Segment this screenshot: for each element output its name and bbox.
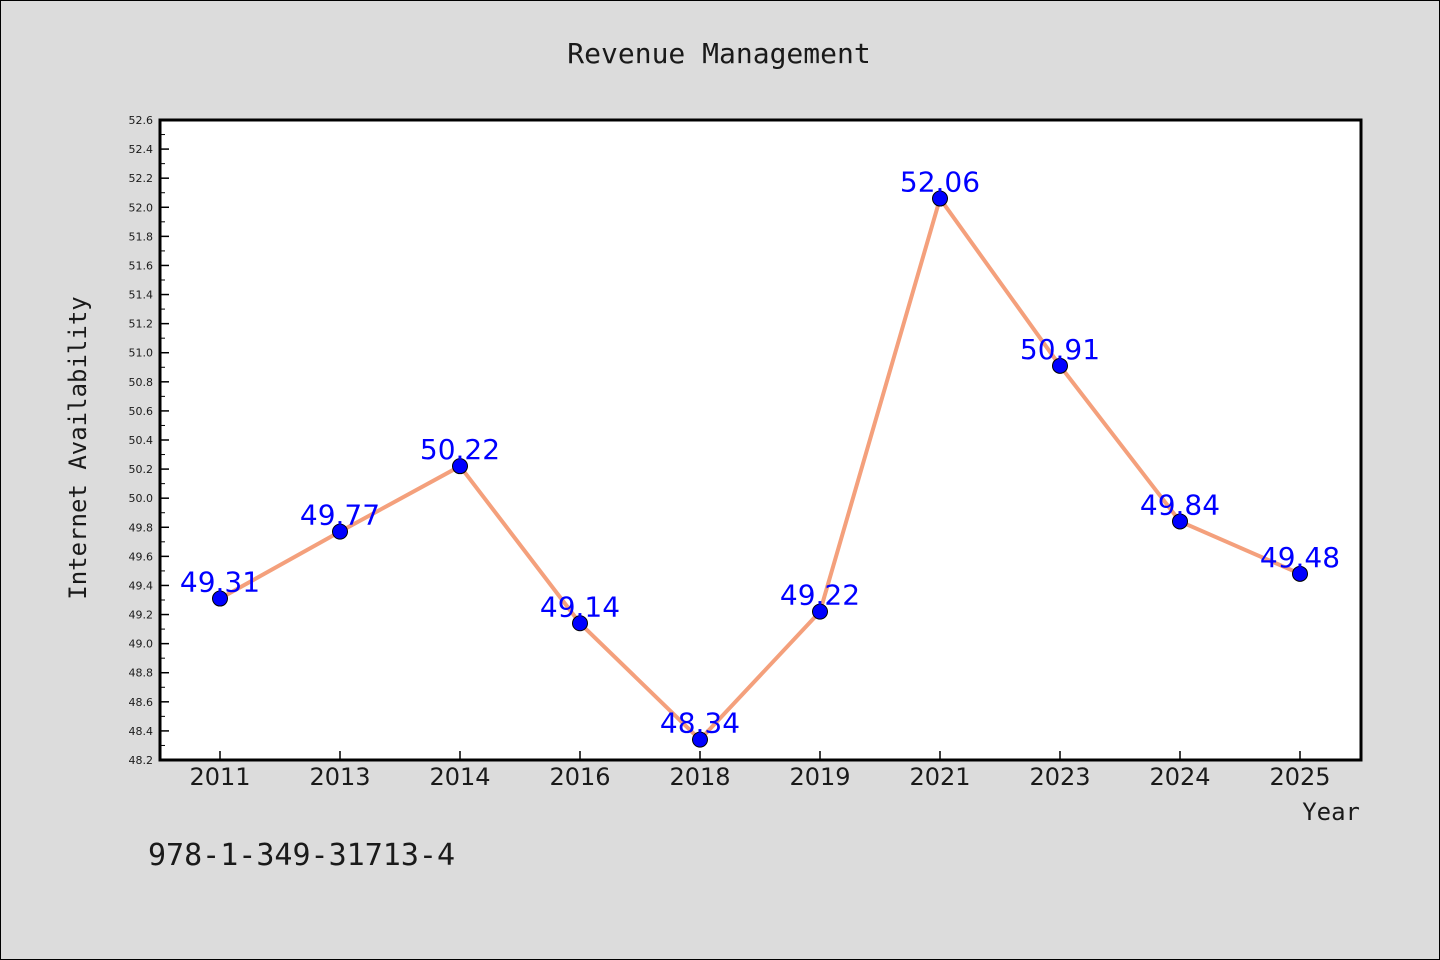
data-label: 49.77	[300, 499, 380, 532]
y-tick-label: 52.0	[129, 201, 154, 214]
x-tick-label: 2016	[549, 763, 610, 791]
chart-title: Revenue Management	[567, 37, 870, 70]
data-point	[572, 615, 588, 632]
data-label: 49.22	[780, 579, 860, 612]
y-tick-label: 50.0	[129, 492, 154, 505]
plot-area	[158, 118, 1363, 762]
y-tick-label: 48.8	[129, 667, 154, 680]
data-label: 50.91	[1020, 333, 1100, 366]
series-line	[219, 196, 1301, 742]
data-point	[452, 458, 468, 475]
y-tick-label: 48.2	[129, 754, 154, 767]
data-label: 48.34	[660, 707, 740, 740]
x-tick-label: 2023	[1029, 763, 1090, 791]
data-label: 49.84	[1140, 488, 1220, 521]
y-tick-label: 50.2	[129, 463, 154, 476]
data-label: 50.22	[420, 433, 500, 466]
data-point	[1292, 565, 1308, 582]
data-points	[212, 190, 1308, 748]
y-axis-title: Internet Availability	[64, 296, 92, 599]
y-tick-label: 52.6	[129, 114, 154, 127]
y-tick-label: 50.4	[129, 434, 154, 447]
y-tick-label: 48.4	[129, 725, 154, 738]
y-tick-label: 49.0	[129, 638, 154, 651]
data-label: 52.06	[900, 166, 980, 199]
data-labels: 49.31 49.77 50.22 49.14 48.34 49.22 52.06 50.91…	[180, 166, 1340, 740]
y-tick-label: 50.8	[129, 376, 154, 389]
data-label: 49.48	[1260, 541, 1340, 574]
data-point	[812, 603, 828, 620]
y-tick-label: 50.6	[129, 405, 154, 418]
y-tick-label: 52.4	[129, 143, 154, 156]
data-label: 49.31	[180, 566, 260, 599]
y-tick-label: 51.0	[129, 347, 154, 360]
footer-identifier: 978-1-349-31713-4	[148, 838, 455, 873]
x-tick-label: 2018	[669, 763, 730, 791]
y-tick-label: 51.8	[129, 230, 154, 243]
y-tick-label: 49.8	[129, 521, 154, 534]
data-label: 49.14	[540, 590, 620, 623]
x-tick-label: 2025	[1269, 763, 1330, 791]
data-point	[332, 523, 348, 540]
x-axis: 2011 2013 2014 2016 2018 2019 2021 2023 2024 2025	[189, 751, 1331, 791]
x-tick-label: 2019	[789, 763, 850, 791]
y-tick-label: 52.2	[129, 172, 154, 185]
x-tick-label: 2011	[189, 763, 250, 791]
x-tick-label: 2024	[1149, 763, 1210, 791]
series-line-group	[219, 196, 1301, 742]
y-axis: 48.2 48.4 48.6 48.8 49.0 49.2 49.4 49.6 49.8 50.0…	[129, 114, 169, 767]
data-point	[1052, 357, 1068, 374]
y-tick-label: 49.2	[129, 609, 154, 622]
y-tick-label: 49.4	[129, 579, 154, 592]
y-tick-label: 51.2	[129, 318, 154, 331]
y-tick-label: 51.4	[129, 289, 154, 302]
x-tick-label: 2021	[909, 763, 970, 791]
y-tick-label: 48.6	[129, 696, 154, 709]
y-tick-label: 49.6	[129, 550, 154, 563]
x-tick-label: 2014	[429, 763, 490, 791]
y-tick-label: 51.6	[129, 259, 154, 272]
data-point	[692, 731, 708, 748]
data-point	[1172, 513, 1188, 530]
data-point	[212, 590, 228, 607]
data-point	[932, 190, 948, 207]
x-axis-title: Year	[1302, 798, 1360, 826]
x-tick-label: 2013	[309, 763, 370, 791]
